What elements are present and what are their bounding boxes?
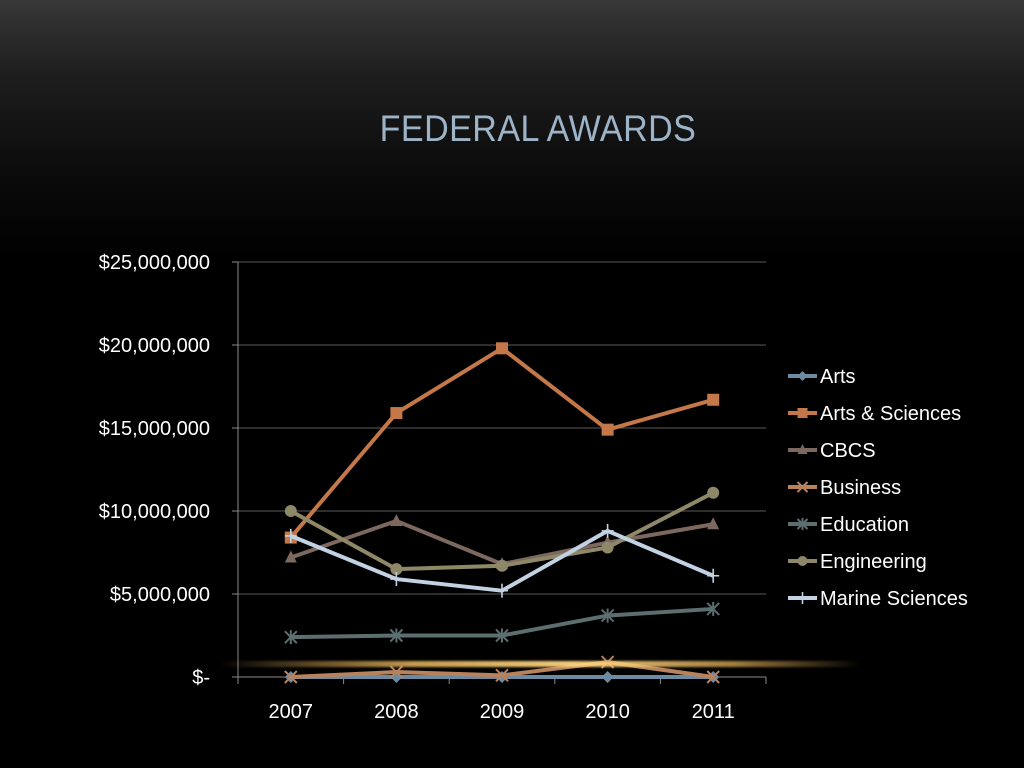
x-tick-label: 2009 [480,701,525,723]
x-tick-label: 2010 [585,701,630,723]
data-point [797,592,808,604]
legend-label: Arts [820,366,856,388]
data-point [797,371,808,381]
data-point [707,486,720,499]
series-engineering [284,486,720,576]
baseline-glow [220,661,860,667]
legend-entry: Arts [788,366,856,388]
y-tick-label: $5,000,000 [110,584,210,606]
slide-title: FEDERAL AWARDS [379,108,697,149]
data-point [389,628,404,643]
x-tick-labels: 2007 2008 2009 2010 2011 [269,701,735,723]
legend-entry: Education [788,514,909,536]
data-point [390,407,403,420]
data-point [496,583,508,598]
y-tick-labels: $- $5,000,000 $10,000,000 $15,000,000 $20,00… [99,252,210,689]
data-point [796,518,809,530]
data-point [496,342,508,355]
legend-entry: CBCS [788,440,876,462]
data-point [495,668,509,683]
data-point [390,513,403,526]
gridlines [238,261,766,595]
data-point [284,528,297,543]
legend-label: Engineering [820,551,927,573]
data-point [284,550,297,563]
data-point [284,670,298,684]
series-line [289,346,714,539]
data-point [601,423,614,436]
data-point [601,523,614,538]
x-tick-label: 2008 [374,701,419,723]
series-education [284,601,720,645]
data-point [707,517,720,530]
data-point [496,559,508,572]
y-tick-label: $10,000,000 [99,501,210,523]
legend-entry: Arts & Sciences [788,403,961,425]
data-point [796,481,809,493]
data-point [706,601,720,616]
data-point [707,393,720,406]
legend-label: Marine Sciences [820,588,968,610]
y-tick-label: $- [192,667,210,689]
legend-label: Business [820,477,901,499]
legend-entry: Engineering [788,551,927,573]
axes [232,261,767,684]
data-point [706,670,720,684]
x-tick-label: 2011 [692,701,735,723]
data-point [601,671,614,683]
legend: Arts Arts & Sciences CBCS Business Education… [788,366,968,610]
data-point [284,505,297,517]
data-point [495,628,509,643]
data-point [601,541,614,554]
legend-entry: Marine Sciences [788,588,968,610]
data-point [390,563,403,576]
legend-label: Education [820,514,909,536]
legend-entry: Business [788,477,901,499]
data-point [707,568,720,583]
data-point [797,408,808,418]
legend-label: Arts & Sciences [820,403,961,425]
y-tick-label: $15,000,000 [99,418,210,440]
y-tick-label: $20,000,000 [99,335,210,357]
x-tick-label: 2007 [269,701,314,723]
data-point [600,608,615,623]
data-point [797,444,808,454]
series-arts-sciences [284,342,720,544]
data-point [389,665,404,679]
series-marine-sciences [284,523,720,598]
data-point [390,572,403,587]
legend-label: CBCS [820,440,876,462]
data-point [797,556,808,566]
y-tick-label: $25,000,000 [99,252,210,274]
series-lines [284,342,720,684]
data-point [284,630,298,645]
